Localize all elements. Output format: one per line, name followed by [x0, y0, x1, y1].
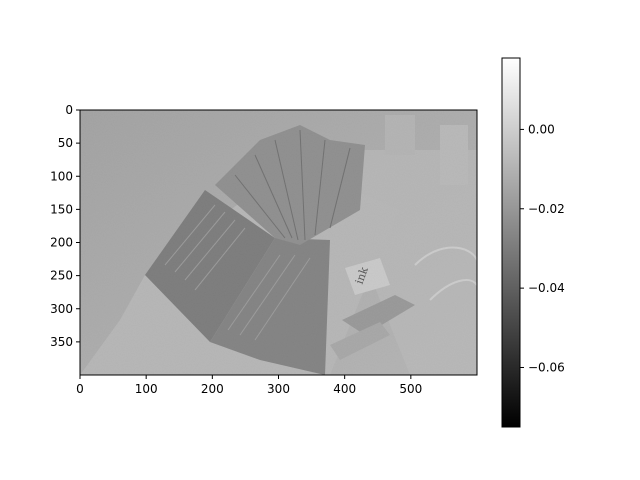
colorbar-gradient	[502, 58, 520, 427]
x-axis: 0 100 200 300 400 500	[76, 375, 422, 396]
y-tick-label: 200	[50, 236, 73, 250]
x-tick-label: 400	[333, 382, 356, 396]
x-tick-label: 0	[76, 382, 84, 396]
x-tick-label: 300	[267, 382, 290, 396]
colorbar-tick-label: −0.02	[528, 202, 565, 216]
y-axis: 0 50 100 150 200 250 300 350	[50, 103, 80, 349]
y-tick-label: 50	[58, 136, 73, 150]
colorbar-tick-label: −0.04	[528, 281, 565, 295]
y-tick-label: 100	[50, 169, 73, 183]
x-tick-label: 200	[201, 382, 224, 396]
x-tick-label: 500	[399, 382, 422, 396]
image-noise	[80, 110, 477, 375]
y-tick-label: 250	[50, 269, 73, 283]
colorbar: 0.00 −0.02 −0.04 −0.06	[501, 57, 565, 428]
heatmap-image: ink	[80, 110, 477, 375]
colorbar-tick-label: 0.00	[528, 122, 555, 136]
x-tick-label: 100	[135, 382, 158, 396]
y-tick-label: 350	[50, 335, 73, 349]
y-tick-label: 0	[65, 103, 73, 117]
y-tick-label: 300	[50, 302, 73, 316]
y-tick-label: 150	[50, 202, 73, 216]
colorbar-frame	[501, 57, 521, 428]
colorbar-tick-label: −0.06	[528, 360, 565, 374]
colorbar-ticks: 0.00 −0.02 −0.04 −0.06	[520, 122, 565, 374]
